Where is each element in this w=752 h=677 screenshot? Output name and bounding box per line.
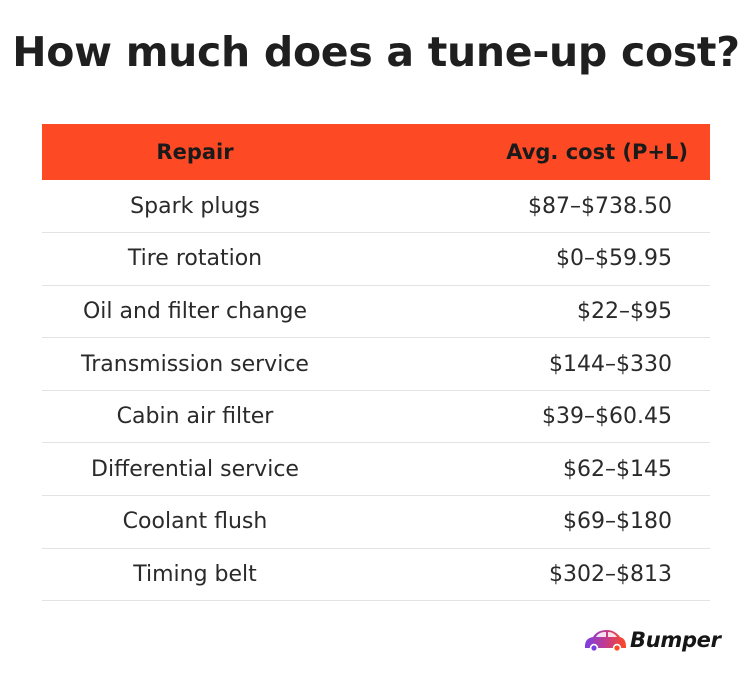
cost-cell: $144–$330: [549, 351, 672, 377]
repair-cell: Oil and filter change: [82, 298, 308, 324]
table-row: Coolant flush $69–$180: [42, 496, 710, 549]
cost-cell: $69–$180: [563, 509, 672, 535]
repair-cell: Spark plugs: [130, 193, 260, 219]
cost-cell: $87–$738.50: [528, 193, 672, 219]
table-row: Tire rotation $0–$59.95: [42, 233, 710, 286]
repair-cell: Coolant flush: [122, 509, 268, 535]
repair-cell: Cabin air filter: [116, 404, 274, 430]
table-row: Differential service $62–$145: [42, 443, 710, 496]
cost-cell: $0–$59.95: [556, 246, 672, 272]
car-icon: [585, 630, 626, 653]
cost-cell: $62–$145: [563, 456, 672, 482]
column-header-avg-cost: Avg. cost (P+L): [506, 140, 688, 164]
page-title: How much does a tune-up cost?: [12, 28, 740, 76]
cost-cell: $302–$813: [549, 561, 672, 587]
cost-cell: $22–$95: [577, 298, 672, 324]
table-row: Oil and filter change $22–$95: [42, 285, 710, 338]
cost-cell: $39–$60.45: [542, 404, 672, 430]
repair-cell: Tire rotation: [127, 246, 263, 272]
bumper-logo: Bumper: [582, 624, 721, 656]
table-row: Cabin air filter $39–$60.45: [42, 390, 710, 443]
repair-cell: Transmission service: [81, 351, 309, 377]
column-header-repair: Repair: [156, 140, 234, 164]
brand-name: Bumper: [630, 628, 721, 652]
repair-cell: Timing belt: [133, 561, 257, 587]
table-row: Timing belt $302–$813: [42, 548, 710, 601]
table-header-row: Repair Avg. cost (P+L): [42, 124, 710, 180]
table-row: Spark plugs $87–$738.50: [42, 180, 710, 233]
tune-up-cost-table: Repair Avg. cost (P+L) Spark plugs $87–$…: [42, 124, 710, 601]
table-row: Transmission service $144–$330: [42, 338, 710, 391]
repair-cell: Differential service: [91, 456, 299, 482]
